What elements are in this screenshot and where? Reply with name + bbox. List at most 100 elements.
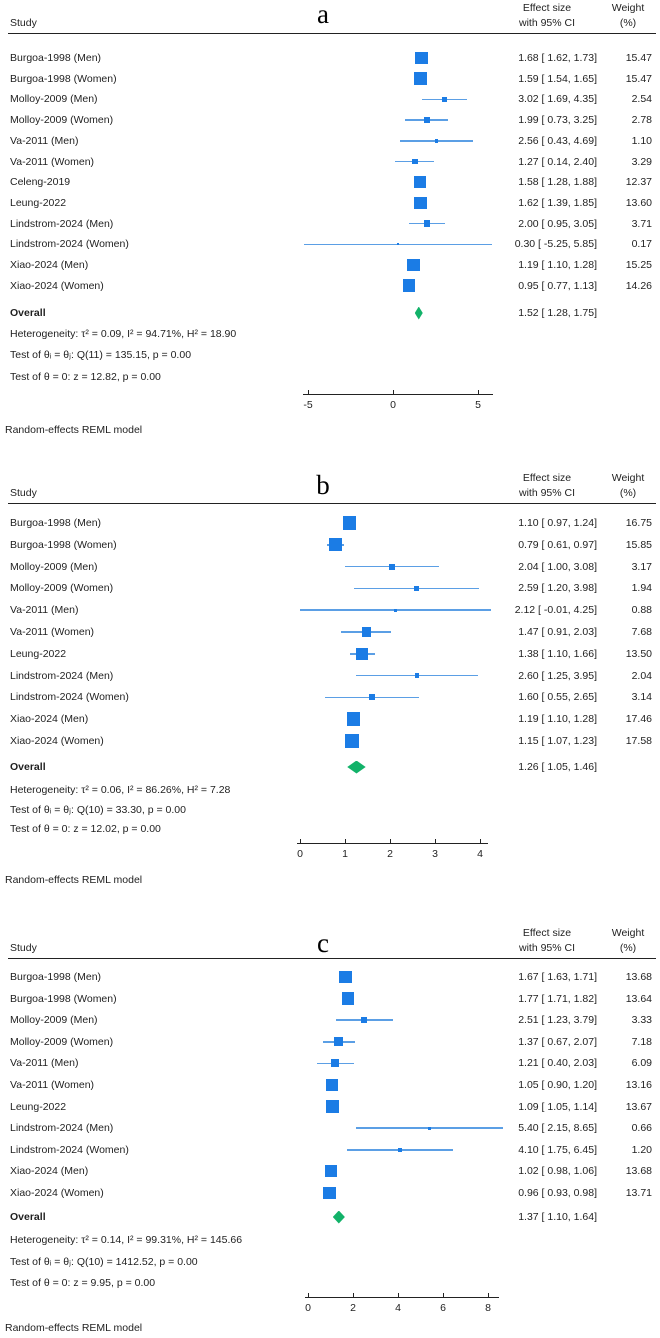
effect-square-marker: [325, 1079, 338, 1091]
effect-square-marker: [369, 694, 375, 701]
axis-tick-label: 1: [342, 848, 348, 860]
model-footnote: Random-effects REML model: [5, 424, 143, 436]
effect-square-marker: [428, 1126, 431, 1130]
weight-value: 13.50: [625, 647, 652, 660]
zero-test-text: Test of θ = 0: z = 12.02, p = 0.00: [10, 823, 161, 836]
study-label: Leung-2022: [10, 1100, 67, 1113]
effect-ci-value: 0.30 [ -5.25, 5.85]: [514, 238, 597, 251]
study-column-header: Study: [10, 487, 37, 499]
effect-square-marker: [397, 243, 400, 246]
effect-ci-value: 1.19 [ 1.10, 1.28]: [518, 713, 597, 726]
axis-tick-label: 8: [485, 1302, 491, 1314]
header-rule: [8, 33, 656, 34]
study-label: Va-2011 (Women): [10, 626, 95, 638]
forest-panel-a: a Study Effect size with 95% CI Weight (…: [0, 0, 660, 458]
header-rule: [8, 958, 656, 959]
study-row: Va-2011 (Women) 1.05 [ 0.90, 1.20] 13.16: [0, 1075, 660, 1095]
study-label: Lindstrom-2024 (Women): [10, 1143, 129, 1156]
weight-value: 3.14: [631, 691, 652, 704]
effect-square-marker: [334, 1037, 344, 1047]
effect-ci-value: 1.99 [ 0.73, 3.25]: [518, 114, 597, 127]
effect-square-marker: [388, 563, 395, 570]
axis-tick: [308, 1293, 309, 1297]
header-rule: [8, 503, 656, 504]
study-column-header: Study: [10, 17, 37, 29]
weight-value: 15.85: [625, 538, 652, 551]
effect-square-marker: [361, 627, 371, 637]
study-row: Xiao-2024 (Men) 1.19 [ 1.10, 1.28] 17.46: [0, 709, 660, 729]
effect-ci-value: 2.59 [ 1.20, 3.98]: [518, 582, 597, 595]
weight-value: 3.33: [631, 1014, 652, 1027]
effect-ci-value: 1.77 [ 1.71, 1.82]: [518, 992, 597, 1005]
zero-test-text: Test of θ = 0: z = 12.82, p = 0.00: [10, 370, 161, 383]
effect-ci-value: 2.60 [ 1.25, 3.95]: [518, 669, 597, 682]
axis-tick-label: 3: [432, 848, 438, 860]
effect-square-marker: [344, 734, 359, 748]
effect-header-line2: with 95% CI: [518, 487, 576, 499]
weight-header-line2: (%): [619, 17, 637, 29]
study-row: Lindstrom-2024 (Women) 1.60 [ 0.55, 2.65]…: [0, 687, 660, 707]
effect-ci-value: 1.59 [ 1.54, 1.65]: [518, 72, 597, 85]
study-label: Xiao-2024 (Women): [10, 1187, 104, 1199]
study-row: Va-2011 (Women) 1.47 [ 0.91, 2.03] 7.68: [0, 622, 660, 642]
axis-tick-label: 0: [305, 1302, 311, 1314]
overall-effect-value: 1.37 [ 1.10, 1.64]: [518, 1211, 597, 1223]
weight-header-line1: Weight: [611, 472, 645, 484]
x-axis-line: [305, 1297, 499, 1298]
group-test-text: Test of θᵢ = θⱼ: Q(11) = 135.15, p = 0.0…: [10, 349, 192, 362]
effect-square-marker: [346, 712, 361, 727]
effect-square-marker: [398, 1147, 403, 1152]
overall-row: Overall 1.52 [ 1.28, 1.75]: [0, 303, 660, 323]
weight-header-line1: Weight: [611, 927, 645, 939]
weight-header-line1: Weight: [611, 2, 645, 14]
group-test-text: Test of θᵢ = θⱼ: Q(10) = 1412.52, p = 0.…: [10, 1255, 198, 1268]
axis-tick-label: 6: [440, 1302, 446, 1314]
study-row: Xiao-2024 (Women) 0.96 [ 0.93, 0.98] 13.71: [0, 1183, 660, 1203]
weight-value: 13.67: [625, 1100, 652, 1113]
study-label: Va-2011 (Men): [10, 604, 79, 617]
axis-tick: [393, 390, 394, 394]
effect-ci-value: 0.79 [ 0.61, 0.97]: [518, 538, 597, 551]
effect-ci-value: 1.21 [ 0.40, 2.03]: [518, 1057, 597, 1070]
effect-ci-value: 1.19 [ 1.10, 1.28]: [518, 259, 597, 271]
study-label: Leung-2022: [10, 196, 67, 209]
study-label: Lindstrom-2024 (Women): [10, 238, 129, 251]
weight-value: 0.88: [631, 604, 652, 617]
overall-label: Overall: [10, 307, 46, 319]
effect-square-marker: [339, 970, 352, 984]
axis-tick: [435, 839, 436, 843]
study-label: Leung-2022: [10, 647, 67, 660]
study-label: Molloy-2009 (Women): [10, 114, 114, 127]
effect-square-marker: [342, 516, 357, 530]
weight-value: 3.29: [631, 155, 652, 168]
weight-value: 7.18: [631, 1035, 652, 1048]
effect-square-marker: [331, 1059, 340, 1068]
axis-tick-label: 4: [395, 1302, 401, 1314]
overall-label: Overall: [10, 1211, 46, 1223]
axis-tick-label: 5: [475, 399, 481, 411]
study-row: Lindstrom-2024 (Men) 5.40 [ 2.15, 8.65] 0.…: [0, 1118, 660, 1138]
study-row: Xiao-2024 (Men) 1.19 [ 1.10, 1.28] 15.25: [0, 255, 660, 275]
weight-column-header: Weight (%): [602, 1, 654, 31]
effect-ci-value: 1.27 [ 0.14, 2.40]: [518, 155, 597, 168]
weight-value: 13.68: [625, 1165, 652, 1178]
study-row: Xiao-2024 (Women) 0.95 [ 0.77, 1.13] 14.26: [0, 276, 660, 296]
model-footnote: Random-effects REML model: [5, 1322, 143, 1334]
overall-label: Overall: [10, 761, 46, 773]
study-label: Va-2011 (Women): [10, 155, 95, 168]
axis-tick-label: 2: [387, 848, 393, 860]
effect-header-line2: with 95% CI: [518, 942, 576, 954]
effect-ci-value: 0.95 [ 0.77, 1.13]: [518, 279, 597, 292]
effect-square-marker: [413, 72, 427, 86]
study-row: Va-2011 (Men) 2.12 [ -0.01, 4.25] 0.88: [0, 600, 660, 620]
weight-value: 7.68: [631, 626, 652, 638]
model-footnote: Random-effects REML model: [5, 874, 143, 886]
effect-square-marker: [406, 258, 420, 272]
axis-tick-label: 0: [297, 848, 303, 860]
study-row: Leung-2022 1.62 [ 1.39, 1.85] 13.60: [0, 193, 660, 213]
study-label: Molloy-2009 (Women): [10, 582, 114, 595]
study-label: Burgoa-1998 (Women): [10, 992, 117, 1005]
effect-ci-value: 1.10 [ 0.97, 1.24]: [518, 517, 597, 529]
axis-tick-label: -5: [303, 399, 313, 411]
study-label: Molloy-2009 (Men): [10, 1014, 98, 1027]
